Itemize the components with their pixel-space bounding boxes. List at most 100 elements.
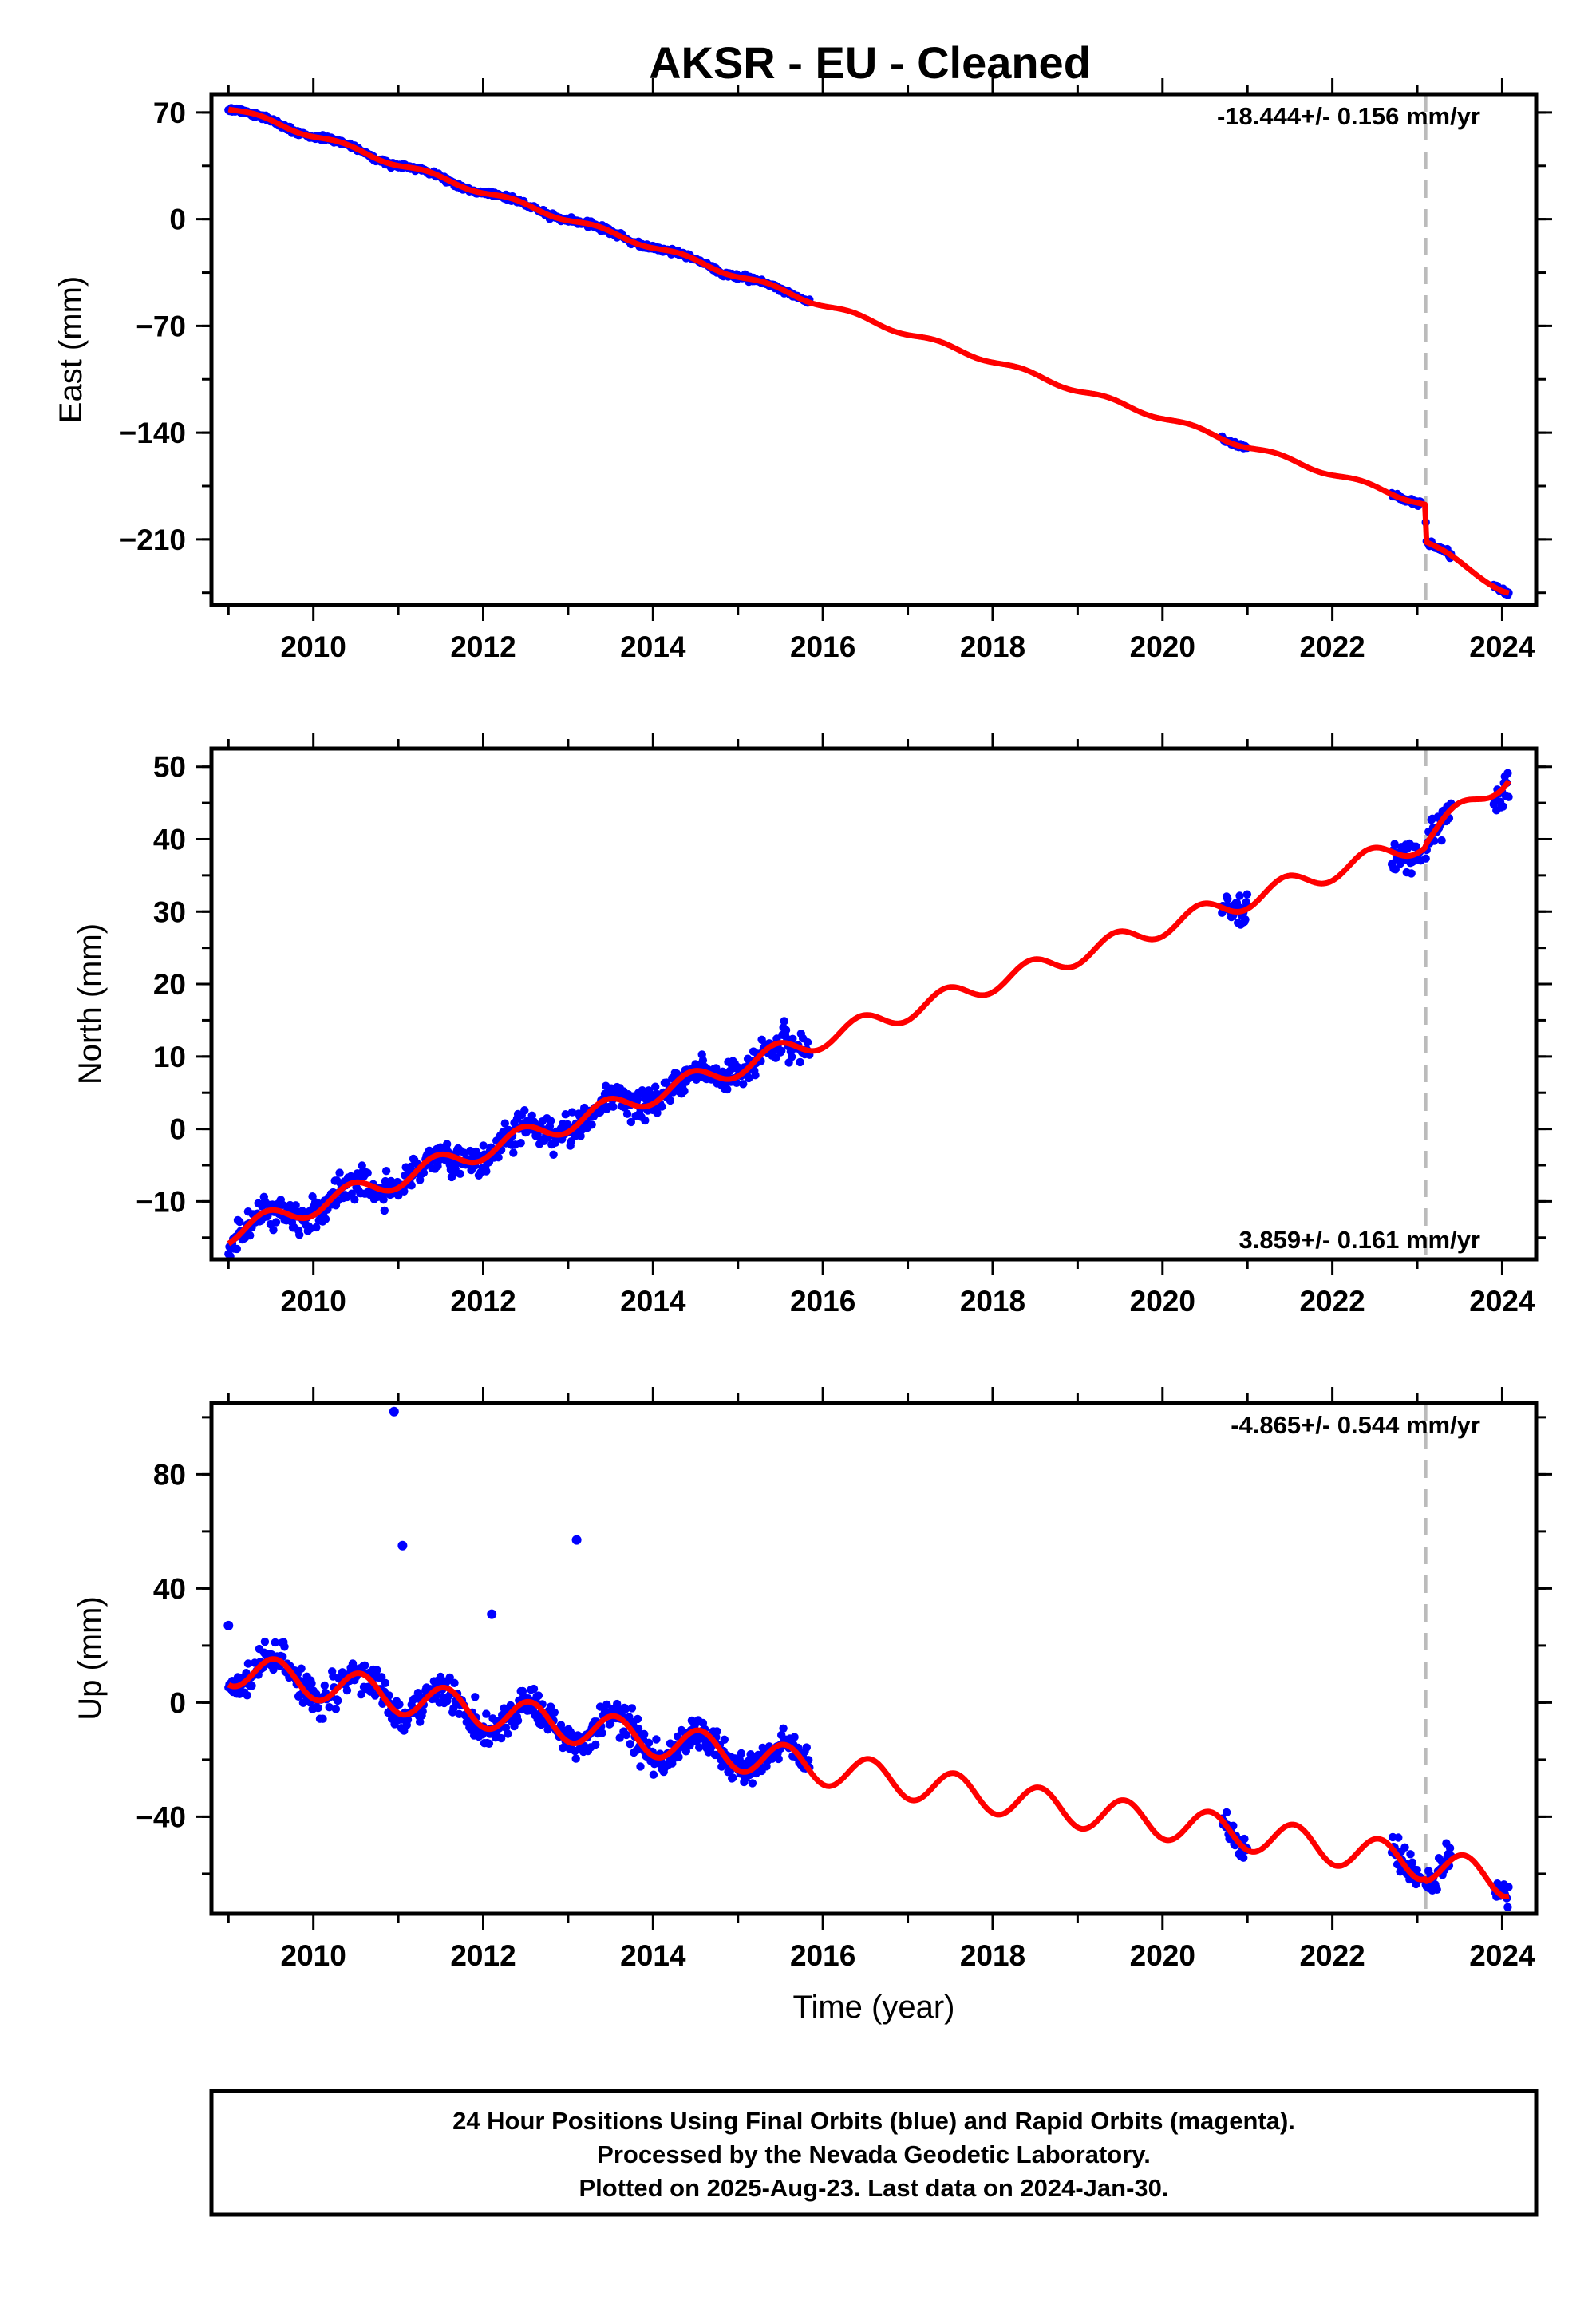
- up-data-point: [626, 1740, 634, 1749]
- north-data-point: [335, 1168, 344, 1177]
- north-data-point: [516, 1139, 525, 1148]
- north-data-point: [419, 1168, 429, 1177]
- north-y-tick-label: 30: [153, 895, 186, 928]
- north-data-point: [479, 1141, 488, 1150]
- north-data-point: [350, 1196, 359, 1204]
- north-data-points: [224, 769, 1513, 1259]
- up-data-point: [1239, 1853, 1248, 1862]
- up-data-point: [713, 1727, 721, 1736]
- north-data-point: [780, 1017, 788, 1026]
- north-data-point: [407, 1181, 416, 1190]
- north-data-point: [546, 1117, 555, 1125]
- footer-line-orbits: 24 Hour Positions Using Final Orbits (bl…: [452, 2107, 1295, 2135]
- up-data-point: [297, 1664, 306, 1673]
- up-data-point: [314, 1703, 322, 1713]
- north-x-tick-label: 2024: [1469, 1285, 1535, 1318]
- north-rate-label: 3.859+/- 0.161 mm/yr: [1239, 1226, 1480, 1254]
- up-outlier-point: [397, 1540, 408, 1551]
- up-x-tick-label: 2012: [450, 1939, 516, 1972]
- up-data-point: [1432, 1885, 1441, 1894]
- up-data-point: [318, 1714, 327, 1723]
- up-data-point: [471, 1693, 480, 1701]
- up-data-point: [674, 1753, 683, 1761]
- north-y-tick-label: 10: [153, 1041, 186, 1073]
- east-plot-area: [224, 94, 1513, 605]
- north-data-point: [381, 1167, 391, 1176]
- east-x-tick-label: 2020: [1130, 630, 1195, 663]
- east-y-tick-label: −210: [120, 524, 186, 556]
- up-data-point: [331, 1705, 341, 1713]
- north-y-axis-label: North (mm): [73, 923, 108, 1085]
- east-x-axis: 2010 2012 2014 2016 2018 2020 2022 2024: [227, 78, 1535, 663]
- east-y-axis: 70 0 −70 −140 −210: [120, 97, 1552, 595]
- east-x-tick-label: 2014: [620, 630, 686, 663]
- up-data-point: [774, 1754, 783, 1764]
- north-data-point: [406, 1162, 415, 1172]
- north-y-tick-label: 0: [169, 1113, 186, 1146]
- north-y-axis: 50 40 30 20 10 0 −10: [136, 751, 1552, 1239]
- up-x-tick-label: 2016: [790, 1939, 855, 1972]
- up-data-point: [550, 1708, 559, 1717]
- up-y-tick-label: 80: [153, 1458, 186, 1491]
- up-x-tick-label: 2020: [1130, 1939, 1195, 1972]
- up-data-point: [373, 1666, 381, 1674]
- up-data-point: [529, 1684, 539, 1694]
- up-data-point: [395, 1700, 404, 1709]
- north-data-point: [549, 1150, 558, 1160]
- north-x-tick-label: 2014: [620, 1285, 686, 1318]
- up-x-axis-label: Time (year): [793, 1990, 955, 2025]
- up-data-point: [504, 1729, 512, 1738]
- up-data-point: [320, 1681, 329, 1690]
- up-data-point: [720, 1735, 729, 1744]
- footer-box: 24 Hour Positions Using Final Orbits (bl…: [209, 2089, 1539, 2217]
- up-data-point: [633, 1714, 642, 1724]
- north-data-point: [666, 1096, 675, 1105]
- north-data-point: [751, 1071, 760, 1080]
- north-x-tick-label: 2016: [790, 1285, 855, 1318]
- up-data-point: [636, 1762, 645, 1771]
- north-data-point: [658, 1102, 666, 1111]
- east-frame: [209, 92, 1539, 607]
- east-y-tick-label: −140: [120, 417, 186, 449]
- north-data-point: [494, 1153, 503, 1162]
- up-data-point: [627, 1704, 637, 1713]
- up-data-point: [790, 1733, 799, 1741]
- up-x-tick-label: 2018: [960, 1939, 1025, 1972]
- east-x-tick-label: 2022: [1299, 630, 1365, 663]
- up-data-point: [652, 1735, 661, 1744]
- east-y-tick-label: 70: [153, 97, 186, 129]
- north-data-point: [1235, 891, 1244, 900]
- up-data-point: [802, 1743, 811, 1752]
- north-x-tick-label: 2018: [960, 1285, 1025, 1318]
- up-data-point: [334, 1696, 342, 1705]
- up-y-axis-label: Up (mm): [73, 1596, 108, 1721]
- up-x-tick-label: 2022: [1299, 1939, 1365, 1972]
- up-data-point: [591, 1740, 600, 1749]
- up-y-tick-label: 0: [169, 1686, 186, 1719]
- up-data-point: [571, 1754, 580, 1763]
- up-data-point: [484, 1739, 494, 1748]
- up-data-point: [1400, 1843, 1409, 1852]
- up-y-tick-label: 40: [153, 1572, 186, 1605]
- north-plot-area: [224, 749, 1513, 1259]
- north-data-point: [456, 1169, 464, 1179]
- north-data-point: [269, 1226, 278, 1235]
- up-y-axis: 80 40 0 −40: [136, 1416, 1552, 1875]
- up-data-point: [1408, 1858, 1417, 1867]
- up-data-point: [779, 1724, 788, 1733]
- north-x-tick-label: 2010: [281, 1285, 346, 1318]
- north-data-point: [680, 1086, 689, 1096]
- north-data-point: [1407, 869, 1416, 878]
- up-outlier-point: [223, 1620, 234, 1630]
- north-data-point: [609, 1102, 618, 1111]
- up-data-point: [280, 1642, 289, 1651]
- up-x-tick-label: 2014: [620, 1939, 686, 1972]
- north-data-point: [379, 1196, 388, 1204]
- figure-title: AKSR - EU - Cleaned: [649, 38, 1091, 88]
- north-data-point: [622, 1109, 632, 1118]
- up-y-tick-label: −40: [136, 1800, 186, 1833]
- up-data-point: [1406, 1850, 1415, 1859]
- up-plot-area: [223, 1403, 1513, 1914]
- north-data-point: [641, 1116, 650, 1125]
- panel-east: 2010 2012 2014 2016 2018 2020 2022 2024 70 0 −70 −1…: [53, 78, 1552, 663]
